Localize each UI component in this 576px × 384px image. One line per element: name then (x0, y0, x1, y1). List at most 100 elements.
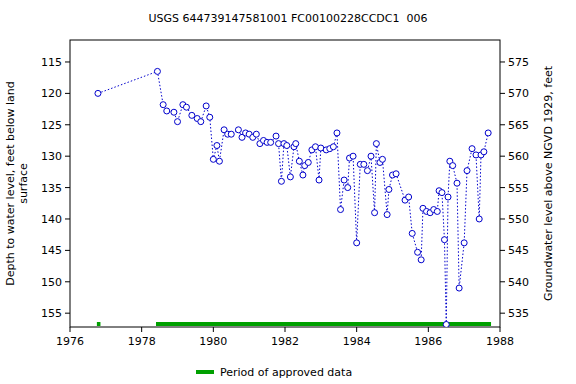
data-point (379, 156, 385, 162)
y2-tick-label: 545 (508, 244, 529, 257)
y2-tick (500, 281, 505, 282)
y2-tick-label: 550 (508, 213, 529, 226)
data-point (350, 153, 356, 159)
y-tick-label: 115 (41, 56, 62, 69)
y2-tick (500, 93, 505, 94)
legend-swatch (196, 370, 214, 374)
title: USGS 644739147581001 FC00100228CCDC1 006 (148, 12, 427, 25)
x-tick-label: 1988 (486, 335, 514, 348)
data-point (439, 190, 445, 196)
y-tick (65, 313, 70, 314)
y-tick (65, 93, 70, 94)
y2-tick-label: 570 (508, 87, 529, 100)
data-point (175, 119, 181, 125)
data-point (361, 161, 367, 167)
y2-tick (500, 187, 505, 188)
y2-tick-label: 535 (508, 307, 529, 320)
y-label: Depth to water level, feet below land (4, 81, 17, 286)
x-tick-label: 1986 (414, 335, 442, 348)
data-point (406, 194, 412, 200)
y2-label: Groundwater level above NGVD 1929, feet (542, 65, 555, 301)
data-point (287, 174, 293, 180)
legend-label: Period of approved data (220, 366, 352, 379)
data-point (445, 194, 451, 200)
y-label: surface (17, 163, 30, 204)
data-point (461, 240, 467, 246)
data-point (415, 249, 421, 255)
y-tick-label: 135 (41, 182, 62, 195)
x-tick (213, 327, 214, 332)
data-point (305, 159, 311, 165)
data-point (384, 212, 390, 218)
data-point (456, 285, 462, 291)
data-point (368, 153, 374, 159)
data-point (284, 143, 290, 149)
data-point (183, 104, 189, 110)
data-point (203, 103, 209, 109)
x-tick (500, 327, 501, 332)
y-tick-label: 150 (41, 276, 62, 289)
data-point (409, 230, 415, 236)
data-point (154, 68, 160, 74)
y-tick-label: 120 (41, 87, 62, 100)
data-point (235, 127, 241, 133)
data-point (95, 90, 101, 96)
data-point (481, 149, 487, 155)
y2-tick-label: 565 (508, 119, 529, 132)
data-point (268, 139, 274, 145)
data-point (228, 131, 234, 137)
x-tick (285, 327, 286, 332)
data-point (372, 210, 378, 216)
data-point (476, 216, 482, 222)
data-point (300, 172, 306, 178)
y-tick-label: 145 (41, 244, 62, 257)
data-point (338, 207, 344, 213)
data-point (171, 109, 177, 115)
data-point (434, 208, 440, 214)
data-point (454, 180, 460, 186)
data-point (373, 141, 379, 147)
data-point (316, 177, 322, 183)
plot-frame (70, 40, 500, 327)
data-point (207, 114, 213, 120)
y-tick (65, 187, 70, 188)
y2-tick (500, 218, 505, 219)
y-tick (65, 281, 70, 282)
data-point (198, 119, 204, 125)
y2-tick-label: 575 (508, 56, 529, 69)
y2-tick-label: 540 (508, 276, 529, 289)
y-tick-label: 155 (41, 307, 62, 320)
y2-tick (500, 313, 505, 314)
data-point (273, 133, 279, 139)
x-tick (141, 327, 142, 332)
chart: USGS 644739147581001 FC00100228CCDC1 006… (0, 0, 576, 384)
approved-period (156, 322, 491, 326)
data-point (160, 102, 166, 108)
x-tick (70, 327, 71, 332)
data-point (354, 240, 360, 246)
data-point (214, 143, 220, 149)
data-point (469, 146, 475, 152)
y2-tick (500, 156, 505, 157)
series-line (98, 71, 488, 324)
x-tick-label: 1982 (271, 335, 299, 348)
data-point (216, 158, 222, 164)
x-tick-label: 1978 (128, 335, 156, 348)
plot-data (95, 68, 491, 327)
data-point (464, 168, 470, 174)
x-tick-label: 1984 (343, 335, 371, 348)
data-point (278, 178, 284, 184)
data-point (441, 237, 447, 243)
data-point (485, 130, 491, 136)
x-tick (428, 327, 429, 332)
x-tick-label: 1976 (56, 335, 84, 348)
data-point (293, 141, 299, 147)
y-tick (65, 250, 70, 251)
data-point (450, 163, 456, 169)
y-tick (65, 61, 70, 62)
x-tick (356, 327, 357, 332)
y-tick-label: 130 (41, 150, 62, 163)
data-point (386, 186, 392, 192)
data-point (345, 185, 351, 191)
data-point (393, 171, 399, 177)
